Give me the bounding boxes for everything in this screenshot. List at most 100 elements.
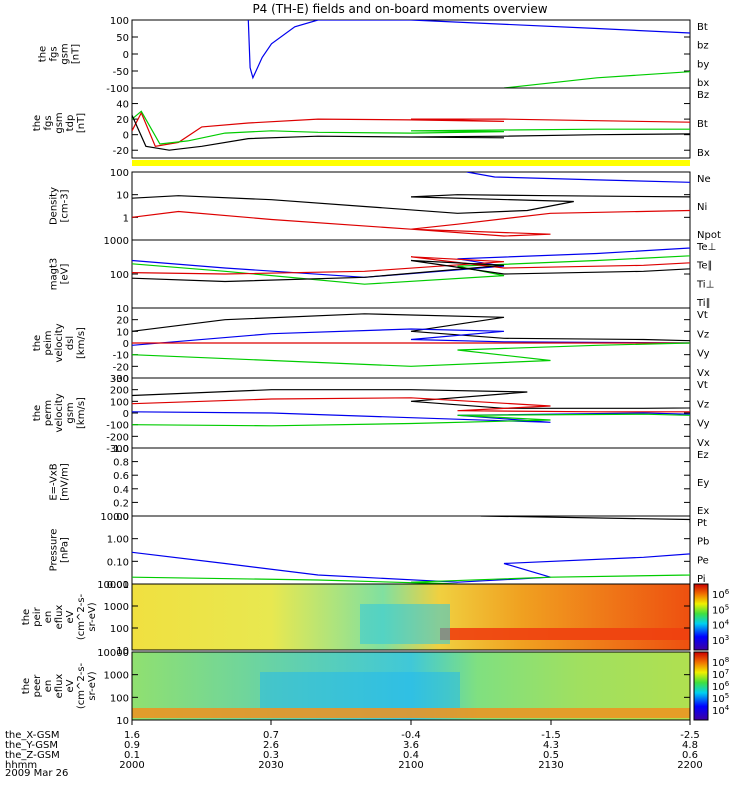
y-axis-label: [eV] [60,264,71,285]
y-tick-label: 10 [116,304,129,315]
y-tick-label: 1.00 [107,535,129,546]
date-label: 2009 Mar 26 [5,768,68,779]
y-tick-label: 10 [116,327,129,338]
ephemeris-value: 2030 [258,760,283,771]
y-tick-label: 0 [123,131,129,142]
legend-entry: Ti∥ [696,298,711,309]
y-axis-label: [mV/m] [60,463,71,501]
legend-entry: Vy [697,419,710,430]
spectrogram-dip [360,604,450,644]
ephemeris-label: the_Z-GSM [5,750,60,761]
legend-entry: Pt [697,518,707,529]
y-tick-label: -200 [106,432,129,443]
y-axis-label: [km/s] [76,397,87,429]
y-axis-label: eflux [54,674,65,699]
y-axis-label: perm [43,400,54,426]
ephemeris-value: -2.5 [680,730,700,741]
y-tick-label: 1000 [104,602,129,613]
y-axis-label: gsm [65,402,76,423]
ephemeris-value: 3.6 [403,740,419,751]
y-tick-label: 100 [110,397,129,408]
y-tick-label: 10 [116,716,129,727]
colorbar-label: 106 [712,588,730,601]
y-tick-label: 0.6 [113,471,129,482]
y-tick-label: -50 [113,67,129,78]
ephemeris-value: 0.3 [263,750,279,761]
legend-entry: Vz [697,399,709,410]
colorbar-peir [693,583,709,651]
y-axis-label: eV [65,610,76,623]
legend-entry: Vt [697,310,708,321]
ephemeris-value: 2000 [119,760,144,771]
ephemeris-table: the_X-GSM 1.6 0.7 -0.4 -1.5 -2.5 the_Y-GSM 0.9 2… [5,720,703,771]
y-axis-label: magt3 [49,258,60,291]
y-axis-label: fgs [43,115,54,130]
y-tick-label: 10000 [97,580,129,591]
series-group [132,245,690,285]
y-axis-label: peim [43,330,54,355]
series-Vy [132,413,690,427]
y-tick-label: 10 [116,191,129,202]
series-group [247,20,690,88]
legend-entry: Pe [697,555,709,566]
y-axis-label: eflux [54,605,65,630]
series-Vt [132,389,690,409]
y-tick-label: 1 [123,213,129,224]
y-axis-label: the [21,609,32,625]
series-group [132,313,690,367]
y-axis-label: gsm [54,112,65,133]
y-tick-label: -100 [106,421,129,432]
y-tick-label: 40 [116,100,129,111]
series-Vx [132,328,690,346]
panel-fgs_gse: 100 50 0 -50 -100 the fgs gsm [nT] Bt bz by bx [38,16,710,95]
y-tick-label: -20 [113,146,129,157]
ephemeris-value: 0.1 [124,750,140,761]
ephemeris-value: 0.7 [263,730,279,741]
panel-peir: 106 105 104 103 10000 1000 100 10 the peir en eflux… [21,580,730,657]
series-Bz [132,111,690,147]
panel-frame [131,447,691,517]
series-Vy [132,342,690,367]
ephemeris-value: 2100 [398,760,423,771]
ephemeris-label: the_Y-GSM [5,740,58,751]
y-axis-label: [km/s] [76,327,87,359]
ephemeris-value: 0.5 [543,750,559,761]
ephemeris-value: 2.6 [263,740,279,751]
series-Pe [132,573,690,584]
legend-entry: Vx [697,368,710,379]
legend-entry: Pb [697,537,709,548]
y-axis-label: Density [49,187,60,225]
ephemeris-value: 2200 [677,760,702,771]
y-tick-label: 0 [123,409,129,420]
y-tick-label: 0.2 [113,498,129,509]
y-tick-label: 1000 [104,671,129,682]
series-Ne [132,209,690,237]
y-axis-label: [cm-3] [60,189,71,222]
legend-entry: Vt [697,380,708,391]
panel-temp: 1000 100 10 magt3 [eV] Te⊥ Te∥ Ti⊥ Ti∥ [49,236,717,315]
series-Vx [132,411,690,423]
y-tick-label: 1000 [104,236,129,247]
legend-entry: by [697,59,709,70]
series-Pt [480,516,690,523]
series-Te⊥ [132,256,690,275]
series-Te∥ [132,259,690,283]
legend-entry: Ey [697,478,709,489]
legend-entry: Ni [697,202,707,213]
series-Ti⊥ [132,245,690,278]
y-axis-label: the [38,46,49,62]
y-tick-label: -20 [113,362,129,373]
spectrogram-band [440,628,690,640]
y-axis-label: [nT] [76,113,87,133]
y-tick-label: 0 [123,339,129,350]
y-axis-label: tdp [65,115,76,132]
y-tick-label: -300 [106,444,129,455]
y-tick-label: 20 [116,316,129,327]
y-axis-label: velocity [54,393,65,432]
y-axis-label: en [43,680,54,693]
legend-entry: Bt [697,22,708,33]
y-tick-label: 100 [110,168,129,179]
legend-entry: Ez [697,450,709,461]
y-axis-label: velocity [54,323,65,362]
